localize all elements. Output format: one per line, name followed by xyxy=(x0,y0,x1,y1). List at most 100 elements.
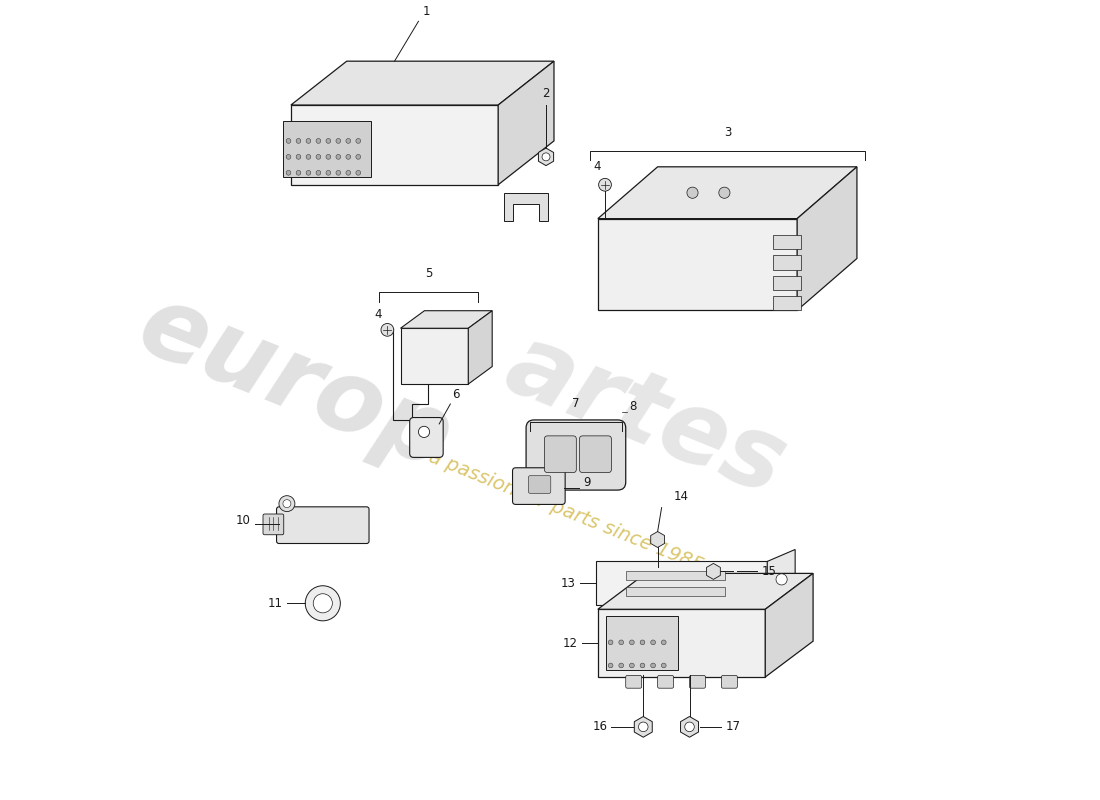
Circle shape xyxy=(306,170,311,175)
Circle shape xyxy=(598,178,612,191)
Circle shape xyxy=(629,663,635,668)
Circle shape xyxy=(661,663,667,668)
Polygon shape xyxy=(773,275,801,290)
Circle shape xyxy=(718,187,730,198)
Text: europ: europ xyxy=(124,278,465,490)
Circle shape xyxy=(356,154,361,159)
FancyBboxPatch shape xyxy=(690,675,705,688)
FancyBboxPatch shape xyxy=(263,514,284,534)
FancyBboxPatch shape xyxy=(544,436,576,473)
FancyBboxPatch shape xyxy=(626,675,641,688)
Circle shape xyxy=(629,640,635,645)
FancyBboxPatch shape xyxy=(528,476,551,494)
Circle shape xyxy=(336,154,341,159)
Text: 4: 4 xyxy=(374,308,382,321)
Circle shape xyxy=(326,154,331,159)
Circle shape xyxy=(306,586,340,621)
Circle shape xyxy=(684,722,694,732)
Polygon shape xyxy=(283,121,371,177)
Circle shape xyxy=(345,154,351,159)
Text: 9: 9 xyxy=(583,476,591,489)
Circle shape xyxy=(316,154,321,159)
Circle shape xyxy=(686,187,698,198)
Polygon shape xyxy=(290,61,554,105)
Text: 13: 13 xyxy=(561,577,576,590)
Text: 5: 5 xyxy=(425,267,432,281)
Text: 6: 6 xyxy=(452,388,460,401)
Text: 1: 1 xyxy=(422,5,430,18)
Polygon shape xyxy=(767,550,795,610)
FancyBboxPatch shape xyxy=(276,507,369,543)
Text: 2: 2 xyxy=(542,87,550,100)
Polygon shape xyxy=(773,255,801,270)
Circle shape xyxy=(306,154,311,159)
Circle shape xyxy=(316,138,321,143)
Text: 3: 3 xyxy=(724,126,732,139)
Polygon shape xyxy=(597,218,798,310)
Polygon shape xyxy=(606,616,678,670)
Text: 14: 14 xyxy=(673,490,689,502)
Circle shape xyxy=(418,426,430,438)
Text: 8: 8 xyxy=(629,400,637,414)
Circle shape xyxy=(640,663,645,668)
Circle shape xyxy=(776,574,788,585)
Circle shape xyxy=(381,323,394,336)
Circle shape xyxy=(651,640,656,645)
Polygon shape xyxy=(773,296,801,310)
Circle shape xyxy=(619,640,624,645)
Polygon shape xyxy=(597,610,766,677)
FancyBboxPatch shape xyxy=(580,436,612,473)
Text: 16: 16 xyxy=(593,720,607,734)
Polygon shape xyxy=(798,167,857,310)
Circle shape xyxy=(316,170,321,175)
Polygon shape xyxy=(596,562,767,606)
Circle shape xyxy=(640,640,645,645)
Text: 4: 4 xyxy=(593,160,601,174)
Polygon shape xyxy=(773,235,801,249)
Circle shape xyxy=(279,496,295,512)
Circle shape xyxy=(283,500,290,508)
Text: 10: 10 xyxy=(236,514,251,526)
Polygon shape xyxy=(626,586,725,596)
FancyBboxPatch shape xyxy=(409,418,443,458)
Polygon shape xyxy=(400,328,469,384)
Circle shape xyxy=(345,138,351,143)
FancyBboxPatch shape xyxy=(722,675,737,688)
Circle shape xyxy=(296,138,301,143)
FancyBboxPatch shape xyxy=(658,675,673,688)
Circle shape xyxy=(619,663,624,668)
Polygon shape xyxy=(766,574,813,677)
Circle shape xyxy=(356,170,361,175)
Circle shape xyxy=(296,154,301,159)
Polygon shape xyxy=(469,310,492,384)
Circle shape xyxy=(306,138,311,143)
Polygon shape xyxy=(400,310,492,328)
Text: a passion for parts since 1985: a passion for parts since 1985 xyxy=(426,448,706,575)
Circle shape xyxy=(286,138,290,143)
Circle shape xyxy=(314,594,332,613)
Circle shape xyxy=(661,640,667,645)
Text: 15: 15 xyxy=(761,565,777,578)
Circle shape xyxy=(286,154,290,159)
FancyBboxPatch shape xyxy=(513,468,565,505)
Circle shape xyxy=(638,722,648,732)
Text: 11: 11 xyxy=(268,597,283,610)
Circle shape xyxy=(326,138,331,143)
Circle shape xyxy=(286,170,290,175)
Polygon shape xyxy=(597,574,813,610)
Circle shape xyxy=(336,138,341,143)
Circle shape xyxy=(356,138,361,143)
Text: 12: 12 xyxy=(563,637,578,650)
FancyBboxPatch shape xyxy=(526,420,626,490)
Polygon shape xyxy=(504,193,548,221)
Text: artes: artes xyxy=(492,316,800,516)
Circle shape xyxy=(326,170,331,175)
Polygon shape xyxy=(597,167,857,218)
Circle shape xyxy=(608,663,613,668)
Polygon shape xyxy=(626,570,725,580)
Polygon shape xyxy=(290,105,498,185)
Text: 17: 17 xyxy=(725,720,740,734)
Circle shape xyxy=(651,663,656,668)
Circle shape xyxy=(542,153,550,161)
Circle shape xyxy=(608,640,613,645)
